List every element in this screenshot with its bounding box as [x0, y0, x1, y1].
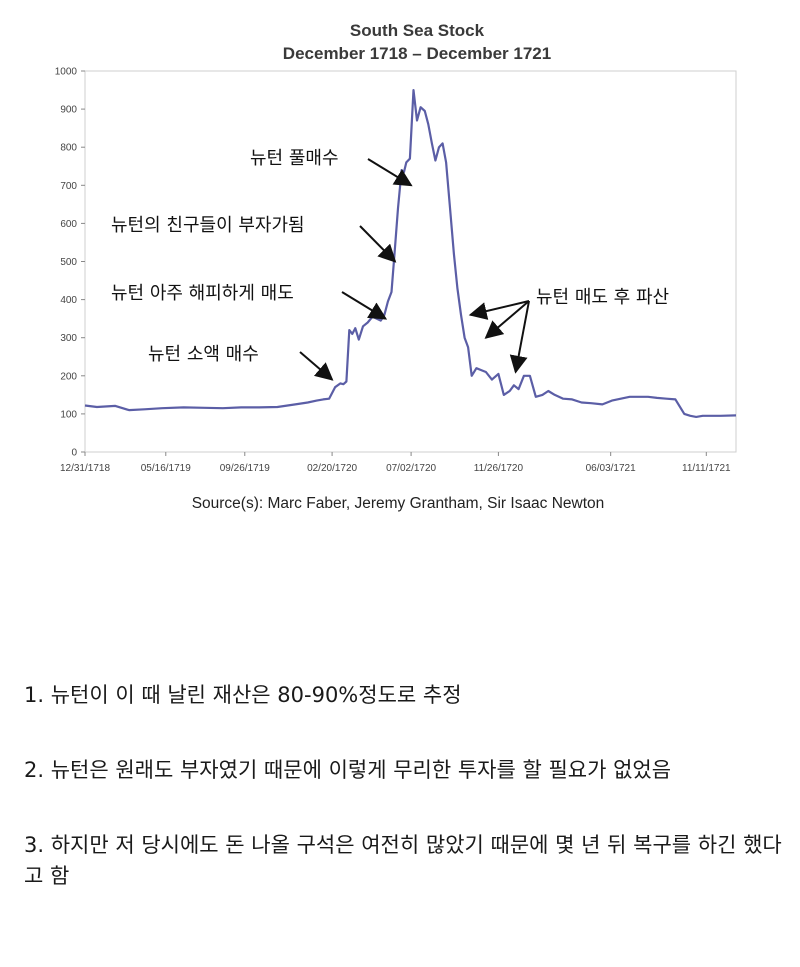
note-1: 1. 뉴턴이 이 때 날린 재산은 80-90%정도로 추정 [24, 683, 462, 707]
annotation-arrow [509, 300, 530, 374]
x-tick-label: 07/02/1720 [386, 463, 436, 474]
x-tick-label: 11/26/1720 [474, 463, 524, 474]
y-tick-label: 700 [60, 181, 77, 192]
series-layer [84, 88, 737, 418]
x-tick-label: 11/11/1721 [682, 463, 731, 474]
y-tick-label: 500 [60, 257, 77, 268]
annotation-arrow [484, 300, 530, 339]
series-line-1 [84, 88, 737, 418]
y-tick-label: 900 [60, 105, 77, 116]
line-chart: South Sea Stock December 1718 – December… [55, 21, 737, 512]
chart-container: South Sea Stock December 1718 – December… [55, 21, 737, 512]
y-tick-label: 400 [60, 295, 77, 306]
chart-subtitle: December 1718 – December 1721 [283, 44, 551, 63]
y-tick-label: 600 [60, 219, 77, 230]
annotation-arrow [359, 225, 397, 263]
axes: 0 100 200 300 400 500 600 700 800 900 1000 12/31/17… [55, 67, 737, 474]
note-2: 2. 뉴턴은 원래도 부자였기 때문에 이렇게 무리한 투자를 할 필요가 없었… [24, 758, 672, 782]
y-tick-label: 0 [71, 448, 77, 459]
y-tick-label: 800 [60, 143, 77, 154]
annotation-label: 뉴턴 풀매수 [250, 148, 339, 169]
x-tick-label: 06/03/1721 [586, 463, 636, 474]
x-tick-label: 09/26/1719 [220, 463, 270, 474]
chart-source: Source(s): Marc Faber, Jeremy Grantham, … [192, 495, 605, 512]
annotation-arrow [468, 300, 530, 320]
note-3: 3. 하지만 저 당시에도 돈 나올 구석은 여전히 많았기 때문에 몇 년 뒤… [24, 833, 782, 888]
annotation-arrow [299, 351, 334, 381]
annotation-arrow [341, 291, 388, 320]
annotation-label: 뉴턴 소액 매수 [148, 344, 259, 365]
y-tick-label: 100 [60, 409, 77, 420]
x-tick-label: 12/31/1718 [60, 463, 110, 474]
y-tick-label: 1000 [55, 67, 78, 78]
annotation-label: 뉴턴의 친구들이 부자가됨 [111, 215, 305, 236]
x-tick-label: 05/16/1719 [141, 463, 191, 474]
annotation-label: 뉴턴 매도 후 파산 [536, 287, 669, 308]
annotation-label: 뉴턴 아주 해피하게 매도 [111, 283, 294, 304]
annotation-arrow [367, 158, 413, 187]
y-tick-label: 300 [60, 333, 77, 344]
notes-list: 1. 뉴턴이 이 때 날린 재산은 80-90%정도로 추정 2. 뉴턴은 원래… [24, 680, 784, 936]
x-tick-label: 02/20/1720 [307, 463, 357, 474]
chart-title: South Sea Stock [350, 21, 485, 40]
y-tick-label: 200 [60, 371, 77, 382]
